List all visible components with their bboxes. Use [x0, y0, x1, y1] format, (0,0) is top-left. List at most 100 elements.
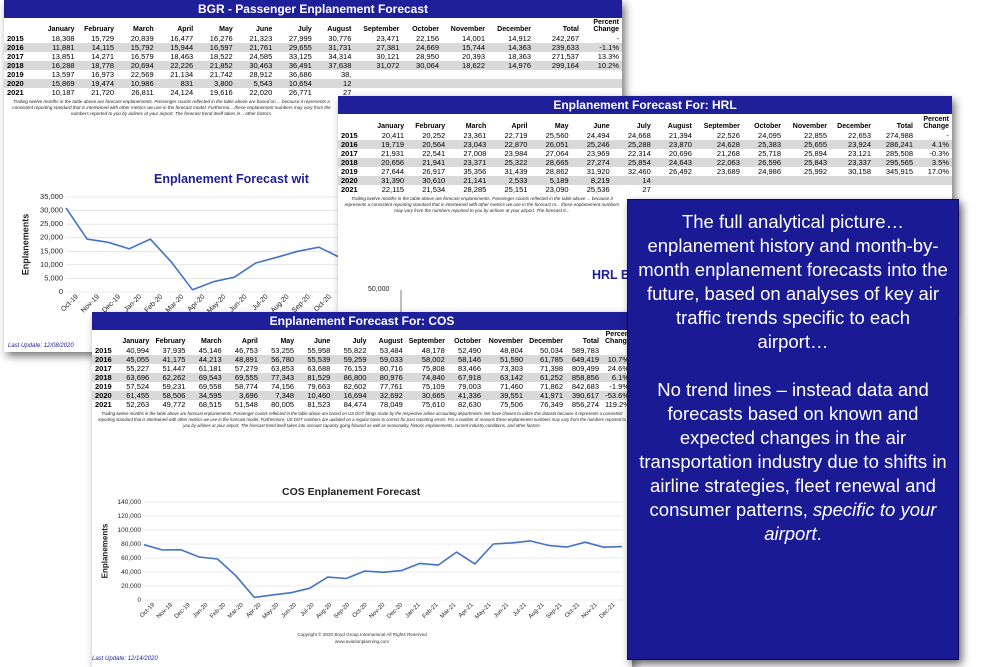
table-cell: [784, 175, 830, 185]
column-header: September: [694, 116, 743, 131]
table-cell: 239,633: [534, 42, 582, 52]
y-tick-label: 0: [59, 287, 63, 296]
x-tick-label: Aug-20: [315, 602, 333, 620]
table-cell: [442, 87, 488, 97]
table-cell: [742, 184, 784, 194]
table-cell: 78,049: [369, 399, 406, 409]
table-cell: 21,141: [448, 175, 490, 185]
table-cell: 286,241: [874, 139, 916, 149]
column-header: April: [489, 116, 531, 131]
table-cell: [653, 175, 695, 185]
table-cell: [874, 175, 916, 185]
table-cell: 13,851: [38, 51, 78, 61]
table-cell: 80,716: [369, 363, 406, 373]
cos-website: www.aviationplanning.com: [334, 639, 390, 644]
column-header: March: [448, 116, 490, 131]
table-cell: 21,931: [366, 148, 408, 158]
table-cell: 30,610: [407, 175, 449, 185]
table-cell: 10,460: [297, 390, 334, 400]
table-cell: 25,151: [489, 184, 531, 194]
row-year: 2021: [4, 87, 38, 97]
table-cell: 52,490: [447, 345, 484, 355]
table-cell: 22,020: [235, 87, 276, 97]
table-cell: 81,523: [297, 399, 334, 409]
table-cell: 809,499: [566, 363, 602, 373]
x-tick-label: Nov-20: [368, 602, 386, 620]
table-cell: 80,976: [369, 372, 406, 382]
table-cell: 16,579: [117, 51, 157, 61]
table-cell: 26,596: [742, 157, 784, 167]
table-cell: 23,090: [530, 184, 572, 194]
x-tick-label: Oct-20: [313, 293, 333, 313]
table-cell: 82,630: [447, 399, 484, 409]
column-header: [92, 331, 116, 346]
table-row: 2015 18,308 15,729 20,839 16,477 16,276 21,323…: [4, 33, 622, 43]
table-cell: 14,363: [488, 42, 534, 52]
x-tick-label: Jul-20: [300, 602, 316, 618]
table-cell: 16,276: [196, 33, 236, 43]
y-tick-label: 5,000: [44, 273, 63, 282]
table-cell: 30,776: [314, 33, 355, 43]
table-cell: 31,920: [571, 166, 613, 176]
table-cell: 23,984: [489, 148, 531, 158]
x-tick-label: Feb-21: [422, 602, 440, 620]
table-cell: 24,669: [402, 42, 442, 52]
table-cell: 69,543: [188, 372, 225, 382]
table-row: 2021 52,263 49,772 68,515 51,548 80,005 81,523…: [92, 399, 632, 409]
table-cell: [916, 184, 952, 194]
table-cell: 67,918: [447, 372, 484, 382]
table-cell: 11,881: [38, 42, 78, 52]
x-tick-label: Dec-20: [386, 602, 404, 620]
table-cell: 36,686: [275, 69, 315, 79]
callout-paragraph-2-end: .: [816, 523, 822, 544]
table-cell: 25,894: [784, 148, 830, 158]
column-header: May: [260, 331, 298, 346]
row-year: 2019: [338, 166, 366, 176]
table-cell: 30,158: [830, 166, 874, 176]
table-cell: 27,274: [571, 157, 613, 167]
column-header: May: [196, 19, 236, 34]
row-year: 2017: [338, 148, 366, 158]
table-cell: 26,811: [117, 87, 157, 97]
row-year: 2018: [92, 372, 116, 382]
table-cell: 26,917: [407, 166, 449, 176]
table-cell: 858,856: [566, 372, 602, 382]
table-cell: 23,870: [653, 139, 695, 149]
hrl-table-header: January February March April May June July Augu…: [338, 116, 952, 131]
column-header: September: [405, 331, 448, 346]
x-tick-label: Oct-19: [60, 293, 80, 313]
table-cell: 55,539: [297, 354, 334, 364]
table-cell: 59,033: [369, 354, 406, 364]
table-cell: [488, 78, 534, 88]
column-header: February: [407, 116, 449, 131]
table-cell: 73,303: [484, 363, 526, 373]
table-cell: 21,394: [653, 130, 695, 140]
table-cell: 2,533: [489, 175, 531, 185]
cos-title: Enplanement Forecast For: COS: [92, 312, 632, 330]
table-cell: 12: [314, 78, 355, 88]
x-tick-label: Jan-20: [123, 293, 143, 313]
x-tick-label: Jun-20: [281, 602, 299, 620]
hrl-table: January February March April May June July Augu…: [338, 116, 952, 194]
table-cell: 40,994: [116, 345, 153, 355]
series-line: [143, 540, 623, 599]
table-cell: 390,617: [566, 390, 602, 400]
cos-sheet: Enplanement Forecast For: COS January Feb…: [92, 312, 632, 667]
column-header: Total: [534, 19, 582, 34]
table-cell: [534, 78, 582, 88]
hrl-chart-ytick: 50,000: [368, 286, 390, 293]
table-cell: 76,349: [526, 399, 566, 409]
table-cell: 22,314: [612, 148, 654, 158]
table-cell: [488, 69, 534, 79]
table-cell: [354, 87, 403, 97]
x-tick-label: Oct-19: [139, 602, 156, 619]
table-cell: 19,719: [366, 139, 408, 149]
table-cell: 25,322: [489, 157, 531, 167]
table-cell: 649,419: [566, 354, 602, 364]
column-header: January: [38, 19, 78, 34]
table-cell: 23,337: [830, 157, 874, 167]
table-cell: 26,492: [653, 166, 695, 176]
table-cell: 30,463: [235, 60, 276, 70]
row-year: 2015: [92, 345, 116, 355]
x-tick-label: May-21: [474, 602, 493, 621]
